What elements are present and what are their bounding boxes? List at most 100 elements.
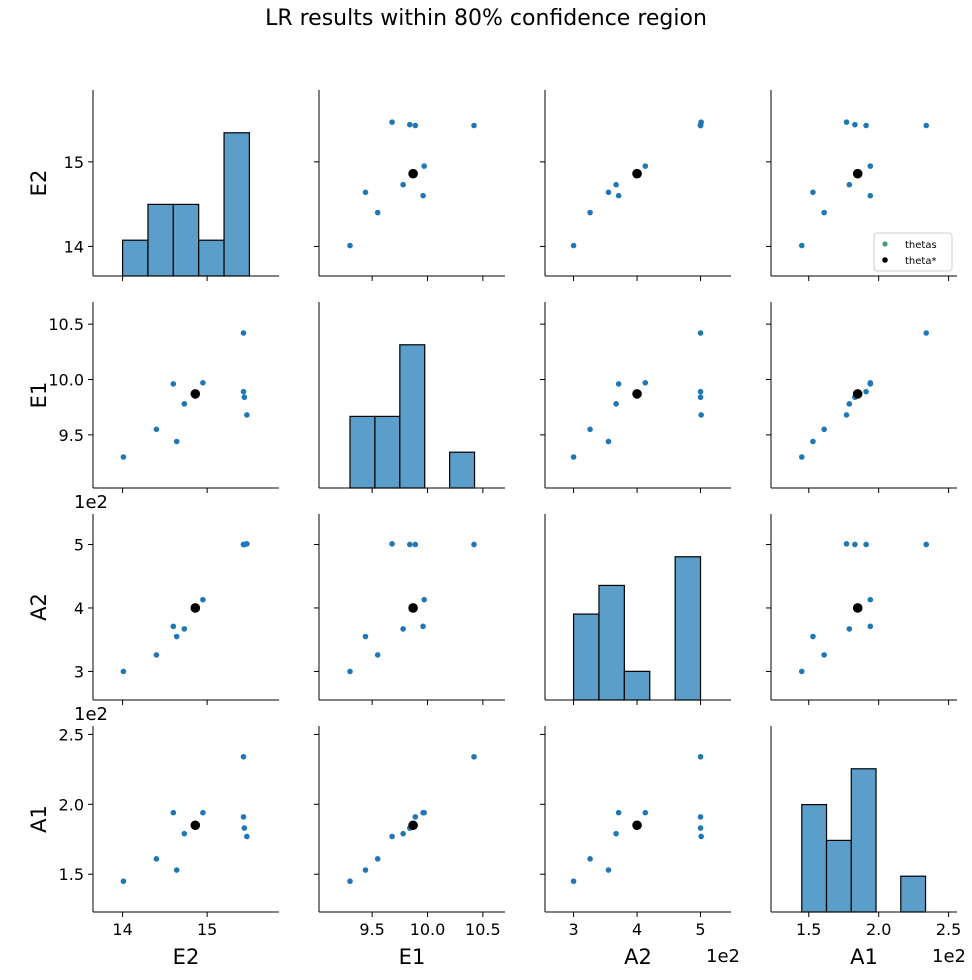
point-thetas-a1-a2-1: [587, 856, 593, 862]
y-axis-label-e1: E1: [27, 382, 51, 409]
point-thetas-a1-e2-5: [200, 809, 206, 816]
hist-bar-e2-4: [223, 132, 251, 277]
point-thetas-a1-e2-3: [170, 809, 177, 816]
hist-bar-e2-0: [121, 239, 149, 277]
x-tick-label-e1-2: 10.5: [465, 920, 501, 939]
point-thetas-a1-e1-0: [347, 878, 353, 885]
y-tick-label-a2-0: 3: [74, 662, 84, 681]
x-axis-label-a1: A1: [850, 945, 878, 969]
point-thetas-e2-a1-1: [821, 209, 827, 216]
point-thetas-e1-e2-6: [240, 330, 247, 336]
point-theta-star-e1-a2: [632, 389, 642, 399]
hist-bar-e1-4: [449, 451, 476, 489]
point-thetas-a2-a1-2: [810, 633, 816, 640]
hist-bar-a1-1: [825, 839, 852, 913]
point-thetas-a1-a2-0: [570, 878, 577, 885]
point-thetas-e1-e2-0: [120, 454, 127, 460]
point-thetas-e1-e2-3: [170, 381, 177, 387]
point-theta-star-e2-a2: [632, 168, 642, 179]
point-thetas-e1-a2-4: [613, 401, 619, 407]
point-thetas-e1-a2-6: [697, 330, 704, 336]
point-thetas-a1-e2-2: [173, 867, 180, 873]
y-tick-label-a1-0: 1.5: [59, 865, 84, 884]
point-thetas-e2-e1-7: [412, 122, 419, 129]
point-thetas-e2-e1-4: [400, 181, 406, 188]
point-thetas-a2-e2-4: [181, 626, 188, 632]
point-thetas-a1-e2-6: [240, 753, 247, 760]
point-thetas-a2-a1-1: [821, 652, 827, 658]
point-thetas-e2-a1-5: [867, 163, 874, 169]
point-thetas-e2-e1-0: [347, 242, 353, 249]
point-thetas-e1-a2-5: [642, 380, 649, 386]
hist-bar-e1-2: [399, 344, 426, 489]
legend-box: [873, 232, 953, 272]
y-axis-label-e2: E2: [27, 170, 51, 197]
y-tick-label-a1-1: 2.0: [59, 795, 84, 814]
point-thetas-e2-a1-2: [810, 189, 816, 196]
point-thetas-a1-e2-9: [244, 833, 250, 840]
hist-bar-a2-1: [598, 584, 625, 701]
x-axis-label-a2: A2: [624, 945, 652, 969]
point-thetas-a1-e1-6: [471, 753, 477, 760]
point-thetas-a2-a1-6: [923, 541, 930, 548]
point-theta-star-e1-e2: [190, 389, 201, 399]
point-thetas-e2-a1-8: [852, 121, 858, 128]
legend-label-thetas: thetas: [905, 240, 937, 251]
y-tick-label-a1-2: 2.5: [59, 725, 84, 744]
point-thetas-a2-e1-4: [400, 626, 406, 632]
point-thetas-e1-a2-2: [605, 438, 612, 445]
y-axis-label-a1: A1: [27, 805, 51, 833]
point-thetas-e1-a1-0: [798, 454, 805, 460]
hist-bar-a2-4: [674, 556, 702, 701]
x-tick-label-a2-0: 3: [568, 920, 578, 939]
point-theta-star-a1-a2: [632, 820, 642, 831]
hist-bar-e1-0: [349, 415, 376, 489]
x-tick-label-a1-0: 1.5: [796, 920, 821, 939]
point-theta-star-e2-a1: [852, 168, 863, 179]
y-tick-label-e1-2: 10.5: [48, 315, 84, 334]
x-tick-label-e2-1: 15: [197, 920, 217, 939]
point-thetas-e1-e2-8: [241, 394, 248, 401]
y-tick-label-e1-1: 10.0: [48, 371, 84, 390]
y-tick-label-e2-0: 14: [64, 237, 84, 256]
point-thetas-e1-a2-8: [697, 394, 704, 401]
point-thetas-e1-a1-9: [843, 412, 850, 418]
x-tick-label-a2-2: 5: [695, 920, 705, 939]
point-thetas-e1-e2-4: [181, 401, 188, 407]
y-tick-label-a2-1: 4: [74, 599, 84, 618]
point-thetas-a1-a2-4: [613, 830, 619, 837]
point-thetas-e1-a2-0: [570, 454, 577, 460]
legend-marker-theta-star: [882, 257, 888, 263]
point-theta-star-e2-e1: [408, 168, 418, 179]
y-tick-label-e2-1: 15: [64, 153, 84, 172]
point-thetas-e2-a2-9: [698, 119, 704, 125]
point-thetas-a1-e2-4: [181, 830, 188, 837]
point-thetas-a1-a2-6: [697, 753, 704, 760]
point-thetas-a2-e1-3: [420, 623, 426, 630]
hist-bar-a1-2: [850, 768, 877, 913]
hist-bar-a2-2: [623, 670, 651, 701]
point-theta-star-a1-e1: [408, 820, 418, 831]
hist-bar-a1-0: [801, 803, 828, 913]
hist-bar-a1-4: [900, 875, 927, 913]
point-thetas-e2-e1-6: [471, 122, 477, 129]
point-thetas-e1-a2-1: [587, 426, 593, 433]
point-thetas-e2-a2-4: [613, 181, 619, 188]
point-thetas-a1-e2-0: [120, 878, 127, 885]
point-thetas-e2-e1-3: [420, 192, 426, 199]
point-thetas-e1-e2-7: [240, 388, 247, 395]
point-thetas-a2-e1-2: [362, 633, 369, 640]
y-scale-note-a1: 1e2: [74, 704, 108, 725]
point-thetas-a1-e1-4: [400, 830, 406, 837]
point-thetas-a2-e1-9: [389, 541, 395, 547]
point-theta-star-a1-e2: [190, 820, 201, 831]
point-thetas-a1-a2-2: [605, 867, 612, 873]
legend-label-theta-star: theta*: [905, 256, 936, 267]
point-thetas-e2-a1-6: [923, 122, 930, 129]
point-thetas-a1-a2-7: [697, 814, 704, 820]
hist-bar-e2-2: [172, 203, 200, 277]
point-thetas-a2-e2-9: [244, 541, 250, 547]
point-thetas-a1-e2-7: [240, 814, 247, 820]
y-axis-label-a2: A2: [27, 593, 51, 621]
x-tick-label-e1-0: 9.5: [359, 920, 384, 939]
